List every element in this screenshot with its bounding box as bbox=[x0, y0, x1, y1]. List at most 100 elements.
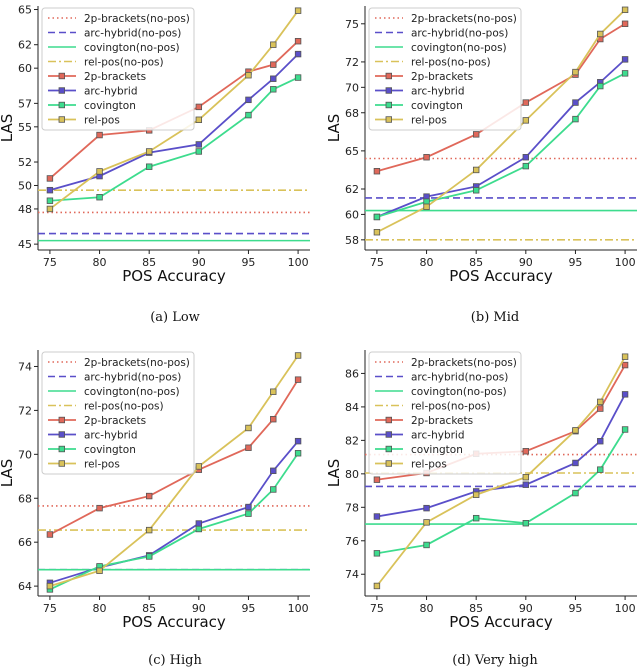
data-point-2p-brackets bbox=[522, 99, 530, 106]
legend-marker-arc-hybrid bbox=[385, 431, 392, 438]
data-point-arc-hybrid bbox=[423, 504, 430, 512]
data-point-covington bbox=[294, 450, 302, 457]
x-tick-label: 100 bbox=[288, 602, 309, 615]
x-tick: 85 bbox=[469, 250, 483, 269]
data-point-rel-pos bbox=[145, 148, 153, 155]
legend-label: rel-pos bbox=[411, 459, 447, 471]
legend-label: 2p-brackets(no-pos) bbox=[411, 357, 517, 369]
legend-label: 2p-brackets(no-pos) bbox=[411, 13, 517, 25]
data-point-rel-pos bbox=[245, 424, 252, 432]
legend-box bbox=[41, 351, 195, 475]
y-tick: 66 bbox=[18, 536, 38, 549]
data-point-covington bbox=[621, 426, 629, 433]
y-tick-label: 65 bbox=[18, 4, 32, 17]
legend-marker-covington bbox=[58, 445, 65, 453]
data-point-rel-pos bbox=[195, 116, 203, 123]
legend-label: arc-hybrid bbox=[84, 86, 138, 98]
y-tick-label: 84 bbox=[345, 401, 359, 414]
legend-marker-arc-hybrid bbox=[58, 431, 65, 438]
y-tick-label: 45 bbox=[18, 238, 32, 251]
y-tick: 60 bbox=[345, 208, 365, 221]
data-point-covington bbox=[195, 148, 203, 155]
x-tick-label: 85 bbox=[142, 602, 156, 615]
data-point-covington bbox=[472, 514, 480, 522]
legend-marker-rel-pos bbox=[385, 460, 392, 467]
y-tick-label: 72 bbox=[18, 404, 32, 417]
data-point-rel-pos bbox=[423, 519, 430, 526]
data-point-rel-pos bbox=[46, 582, 54, 590]
data-point-rel-pos bbox=[522, 473, 530, 481]
y-tick-label: 72 bbox=[345, 56, 359, 69]
data-point-covington bbox=[373, 550, 381, 557]
legend-label: arc-hybrid bbox=[84, 430, 138, 442]
data-point-rel-pos bbox=[621, 6, 629, 14]
x-axis-title: POS Accuracy bbox=[122, 267, 226, 285]
x-tick: 95 bbox=[568, 250, 582, 269]
data-point-arc-hybrid bbox=[294, 50, 302, 58]
y-tick-label: 62 bbox=[18, 39, 32, 52]
data-point-2p-brackets bbox=[245, 444, 252, 451]
data-point-covington bbox=[621, 70, 629, 77]
legend-label: covington(no-pos) bbox=[84, 42, 180, 54]
y-axis-title: LAS bbox=[0, 459, 16, 487]
data-point-arc-hybrid bbox=[621, 56, 629, 63]
data-point-rel-pos bbox=[423, 203, 430, 210]
data-point-rel-pos bbox=[270, 388, 277, 395]
x-tick-label: 75 bbox=[43, 256, 57, 269]
legend-marker-covington bbox=[58, 101, 65, 109]
data-point-rel-pos bbox=[597, 30, 604, 38]
legend-marker-rel-pos bbox=[385, 116, 392, 123]
legend-label: covington bbox=[84, 444, 136, 456]
legend-marker-2p-brackets bbox=[58, 416, 65, 424]
data-point-arc-hybrid bbox=[294, 437, 302, 445]
data-point-2p-brackets bbox=[145, 492, 153, 500]
x-tick: 100 bbox=[615, 596, 636, 615]
legend-label: rel-pos(no-pos) bbox=[84, 57, 164, 69]
legend-marker-rel-pos bbox=[58, 116, 65, 123]
legend-label: arc-hybrid(no-pos) bbox=[84, 372, 181, 384]
data-point-covington bbox=[245, 510, 252, 517]
data-point-covington bbox=[195, 525, 203, 533]
y-tick-label: 78 bbox=[345, 501, 359, 514]
y-tick: 72 bbox=[18, 404, 38, 417]
data-point-covington bbox=[522, 162, 530, 170]
data-point-covington bbox=[373, 213, 381, 221]
data-point-2p-brackets bbox=[294, 37, 302, 45]
data-point-rel-pos bbox=[572, 68, 579, 76]
data-point-2p-brackets bbox=[270, 61, 277, 68]
legend-label: arc-hybrid bbox=[411, 86, 465, 98]
legend-label: rel-pos bbox=[84, 115, 120, 127]
data-point-covington bbox=[572, 115, 579, 123]
x-tick-label: 80 bbox=[93, 602, 107, 615]
legend-label: rel-pos bbox=[411, 115, 447, 127]
y-tick-label: 64 bbox=[18, 580, 32, 593]
x-tick-label: 80 bbox=[420, 602, 434, 615]
data-point-rel-pos bbox=[294, 352, 302, 359]
y-tick: 80 bbox=[345, 468, 365, 481]
legend-marker-covington bbox=[385, 445, 392, 453]
data-point-arc-hybrid bbox=[522, 154, 530, 161]
data-point-2p-brackets bbox=[373, 168, 381, 175]
data-point-arc-hybrid bbox=[270, 467, 277, 475]
x-tick: 85 bbox=[469, 596, 483, 615]
x-tick-label: 75 bbox=[370, 256, 384, 269]
legend-label: covington(no-pos) bbox=[411, 42, 507, 54]
x-tick-label: 100 bbox=[615, 602, 636, 615]
y-tick: 64 bbox=[18, 580, 38, 593]
y-tick: 82 bbox=[345, 434, 365, 447]
x-tick: 75 bbox=[43, 250, 57, 269]
y-tick-label: 74 bbox=[345, 568, 359, 581]
x-tick: 90 bbox=[519, 596, 533, 615]
y-tick: 84 bbox=[345, 401, 365, 414]
y-tick: 65 bbox=[18, 4, 38, 17]
y-axis-title: LAS bbox=[325, 114, 343, 142]
legend-label: covington(no-pos) bbox=[411, 386, 507, 398]
chart-panel-2: 75 80 85 90 95 100 58 60 62 65 68 70 72 75 POS Accurac… bbox=[325, 6, 637, 325]
x-tick-label: 75 bbox=[370, 602, 384, 615]
y-tick: 52 bbox=[18, 156, 38, 169]
legend-label: 2p-brackets(no-pos) bbox=[84, 357, 190, 369]
x-tick-label: 90 bbox=[519, 602, 533, 615]
legend-label: rel-pos(no-pos) bbox=[411, 57, 491, 69]
legend-label: arc-hybrid bbox=[411, 430, 465, 442]
x-tick: 75 bbox=[370, 596, 384, 615]
